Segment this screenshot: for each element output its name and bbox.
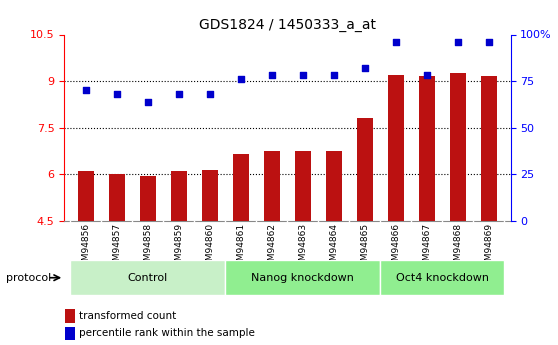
Bar	[70, 260, 225, 295]
Bar	[481, 77, 497, 221]
Point	[267, 73, 276, 78]
Bar	[326, 151, 341, 221]
Text: GSM94859: GSM94859	[174, 223, 184, 272]
Text: Control: Control	[128, 273, 168, 283]
Text: GSM94857: GSM94857	[112, 223, 122, 272]
Text: GSM94867: GSM94867	[422, 223, 431, 272]
Bar	[65, 327, 75, 340]
Text: GSM94865: GSM94865	[360, 223, 369, 272]
Point	[454, 39, 463, 45]
Point	[422, 73, 431, 78]
Text: protocol: protocol	[6, 273, 51, 283]
Text: GSM94869: GSM94869	[484, 223, 493, 272]
Point	[360, 65, 369, 71]
Point	[329, 73, 338, 78]
Text: GSM94861: GSM94861	[237, 223, 246, 272]
Text: Nanog knockdown: Nanog knockdown	[252, 273, 354, 283]
Point	[175, 91, 184, 97]
Text: GSM94860: GSM94860	[205, 223, 214, 272]
Point	[143, 99, 152, 104]
Bar	[295, 151, 311, 221]
Bar	[450, 73, 465, 221]
Text: GSM94856: GSM94856	[81, 223, 90, 272]
Text: GSM94858: GSM94858	[143, 223, 152, 272]
Text: GSM94866: GSM94866	[391, 223, 401, 272]
Bar	[109, 174, 124, 221]
Text: Oct4 knockdown: Oct4 knockdown	[396, 273, 489, 283]
Point	[299, 73, 307, 78]
Bar	[65, 309, 75, 323]
Text: GSM94862: GSM94862	[267, 223, 276, 272]
Bar	[140, 176, 156, 221]
Text: transformed count: transformed count	[79, 311, 176, 321]
Bar	[233, 154, 249, 221]
Point	[391, 39, 400, 45]
Text: GSM94864: GSM94864	[329, 223, 338, 272]
Bar	[357, 118, 373, 221]
Point	[237, 77, 246, 82]
Bar	[381, 260, 504, 295]
Text: percentile rank within the sample: percentile rank within the sample	[79, 328, 255, 338]
Point	[205, 91, 214, 97]
Bar	[171, 171, 186, 221]
Text: GSM94863: GSM94863	[299, 223, 307, 272]
Bar	[78, 171, 94, 221]
Bar	[202, 170, 218, 221]
Text: GSM94868: GSM94868	[453, 223, 463, 272]
Bar	[419, 77, 435, 221]
Point	[484, 39, 493, 45]
Bar	[388, 75, 403, 221]
Title: GDS1824 / 1450333_a_at: GDS1824 / 1450333_a_at	[199, 18, 376, 32]
Bar	[225, 260, 381, 295]
Point	[112, 91, 121, 97]
Bar	[264, 151, 280, 221]
Point	[81, 88, 90, 93]
